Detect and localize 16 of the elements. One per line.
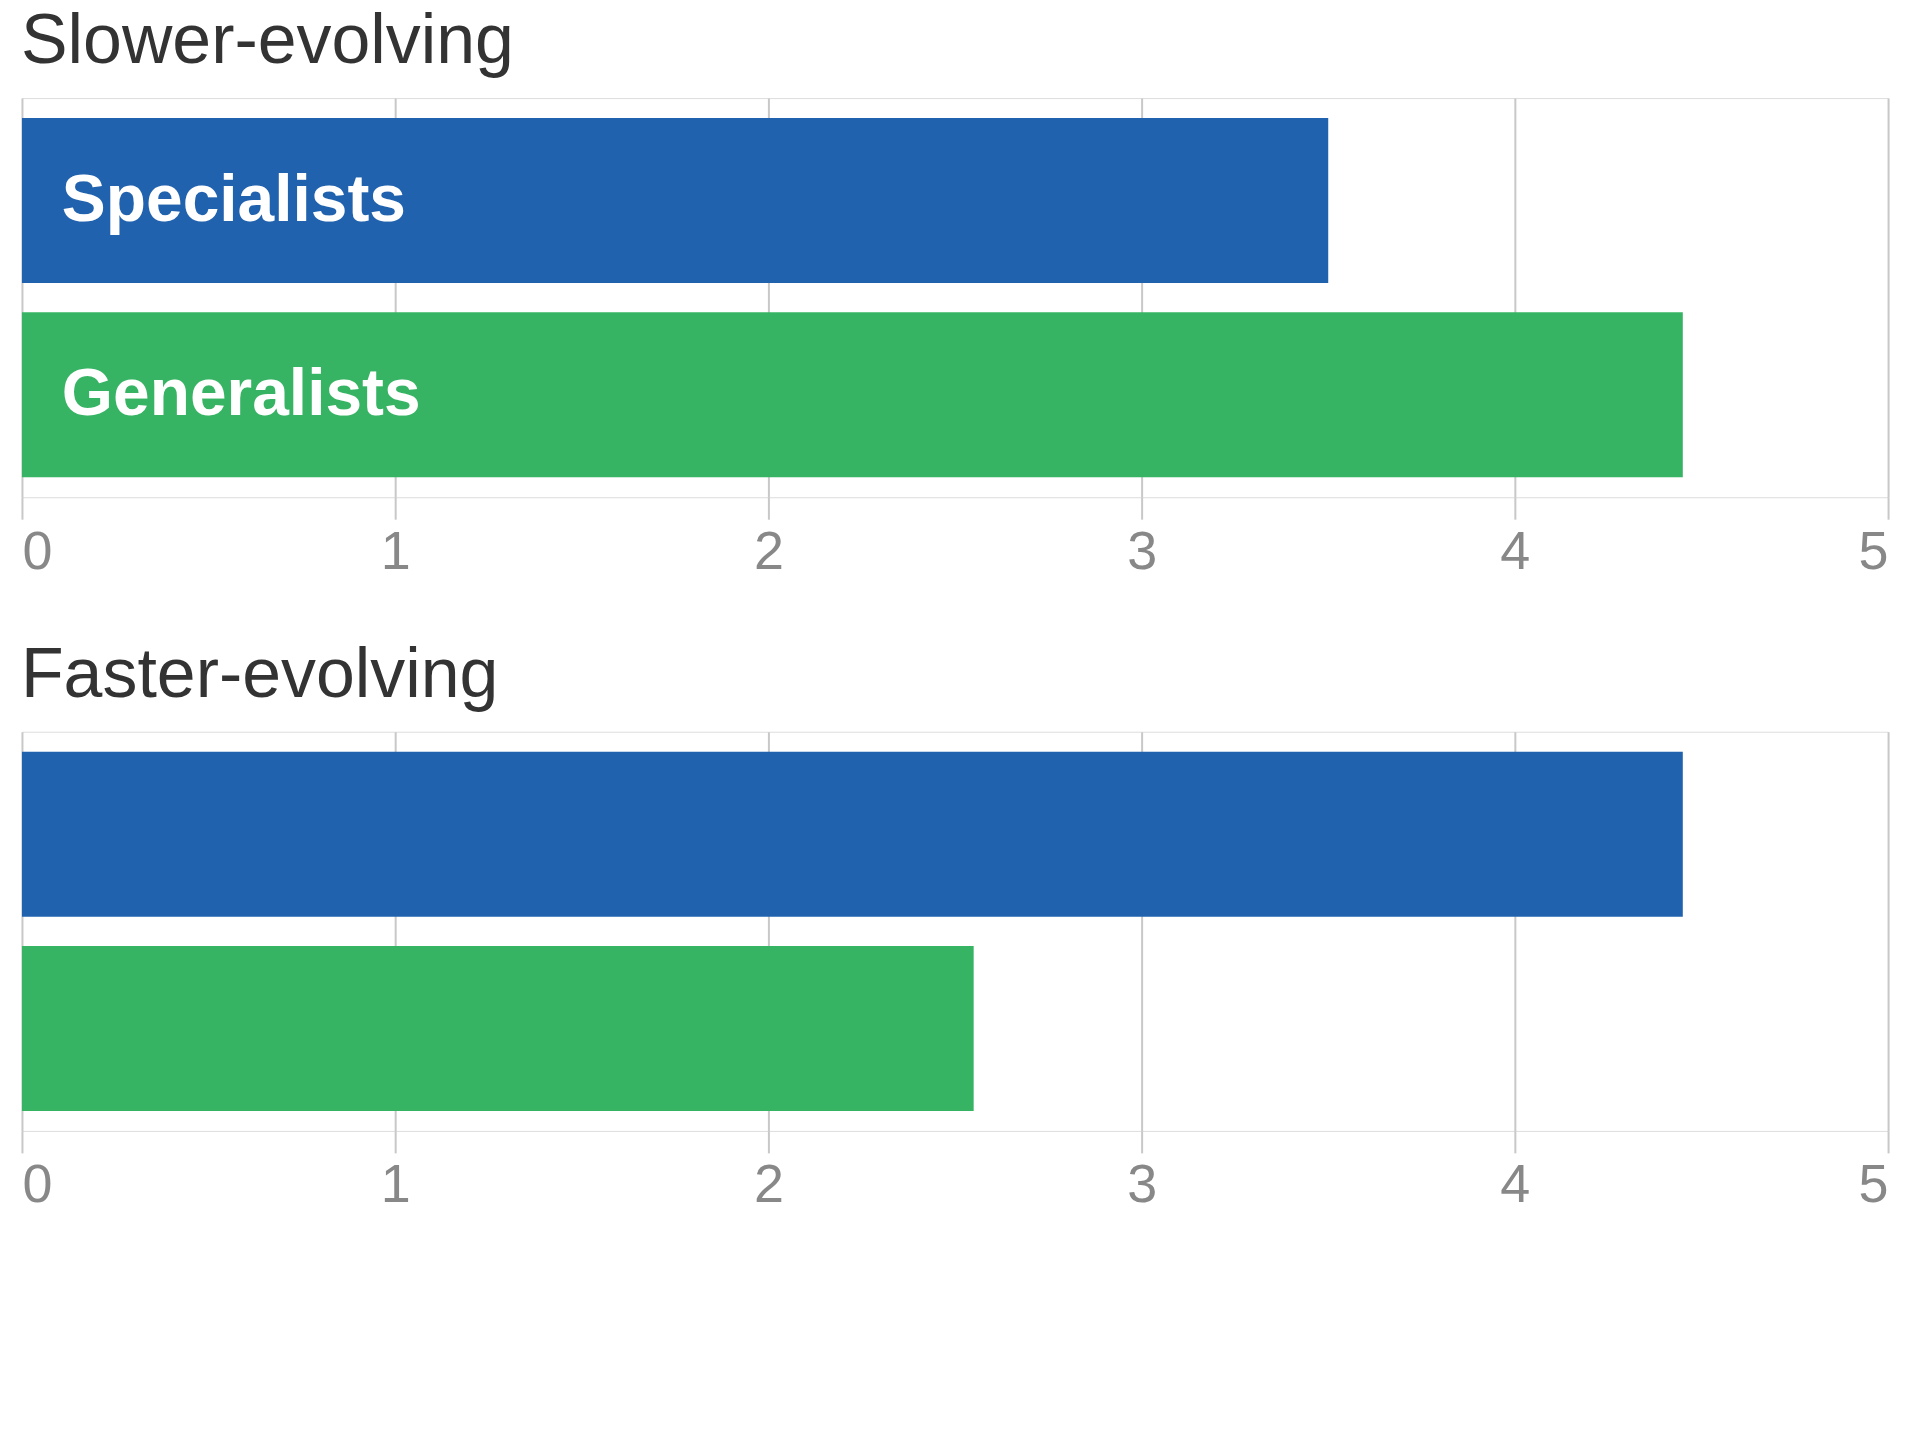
series-label: Generalists (61, 354, 421, 429)
x-tick-label: 3 (1127, 1153, 1158, 1214)
x-tick-label: 3 (1127, 519, 1158, 580)
chart-title: Slower-evolving (20, 0, 514, 79)
x-tick-label: 2 (753, 1153, 784, 1214)
x-tick-label: 1 (380, 519, 411, 580)
x-tick-label: 4 (1500, 1153, 1531, 1214)
x-tick-label: 5 (1858, 1153, 1889, 1214)
series-label: Specialists (61, 160, 406, 235)
x-tick-label: 4 (1500, 519, 1531, 580)
x-tick-label: 0 (22, 1153, 53, 1214)
chart-title: Faster-evolving (20, 633, 499, 712)
x-tick-label: 2 (753, 519, 784, 580)
x-tick-label: 5 (1858, 519, 1889, 580)
x-tick-label: 0 (22, 519, 53, 580)
x-tick-label: 1 (380, 1153, 411, 1214)
